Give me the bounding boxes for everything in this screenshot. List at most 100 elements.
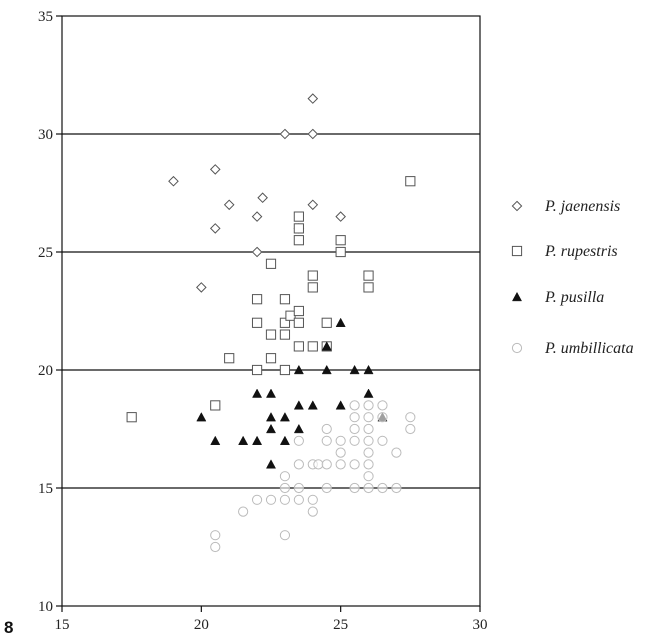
series-1: [168, 93, 346, 293]
data-point: [293, 305, 304, 317]
data-point: [252, 388, 263, 398]
data-point: [265, 329, 277, 340]
data-point: [377, 400, 388, 411]
data-point: [307, 270, 318, 281]
data-point: [279, 294, 291, 305]
data-point: [279, 435, 290, 445]
y-tick-label: 20: [38, 363, 53, 379]
data-point: [279, 494, 291, 505]
data-point: [279, 482, 291, 494]
legend-label: P. umbillicata: [544, 340, 634, 357]
data-point: [349, 423, 360, 435]
data-point: [321, 482, 332, 494]
data-point: [349, 482, 360, 494]
data-point: [210, 400, 221, 411]
grid-lines: [62, 133, 480, 489]
data-point: [265, 423, 277, 434]
series-2: [126, 176, 416, 423]
data-point: [377, 412, 388, 423]
data-point: [391, 482, 402, 494]
data-point: [293, 400, 304, 410]
data-point: [293, 223, 304, 234]
data-point: [257, 192, 268, 204]
legend-marker: [511, 245, 523, 257]
legend-marker: [511, 342, 523, 354]
legend-label: P. jaenensis: [544, 198, 620, 215]
data-point: [293, 459, 304, 470]
plot-frame: [61, 15, 481, 607]
data-point: [279, 128, 291, 140]
data-point: [251, 211, 263, 222]
panel-label: 8: [4, 618, 13, 637]
data-point: [321, 435, 332, 446]
data-point: [196, 412, 207, 422]
data-point: [349, 400, 360, 411]
data-point: [307, 93, 319, 104]
data-point: [363, 482, 374, 494]
legend-label: P. pusilla: [544, 289, 604, 306]
data-point: [363, 388, 374, 398]
data-point: [349, 364, 360, 375]
data-point: [307, 128, 319, 140]
data-point: [293, 211, 304, 222]
data-point: [168, 175, 179, 187]
data-point: [363, 447, 374, 458]
data-point: [321, 364, 332, 375]
data-point: [279, 329, 291, 340]
data-point: [307, 506, 318, 517]
data-point: [335, 211, 346, 222]
data-point: [363, 364, 374, 375]
data-point: [251, 364, 263, 376]
data-point: [265, 353, 277, 364]
data-point: [279, 364, 291, 376]
data-point: [363, 412, 374, 423]
data-point: [363, 400, 374, 411]
data-point: [293, 423, 304, 434]
x-tick-label: 30: [473, 617, 488, 633]
x-tick-label: 20: [194, 617, 209, 633]
y-tick-label: 25: [38, 245, 53, 261]
data-point: [251, 294, 263, 305]
data-point: [349, 459, 360, 470]
data-point: [363, 471, 374, 482]
data-point: [265, 388, 277, 398]
data-point: [293, 235, 304, 246]
data-point: [210, 530, 221, 541]
data-point: [335, 246, 346, 258]
data-point: [209, 164, 221, 175]
series-4: [210, 400, 416, 553]
data-point: [251, 317, 263, 328]
data-point: [405, 423, 416, 435]
data-point: [349, 435, 360, 446]
data-point: [224, 353, 235, 364]
data-point: [405, 176, 416, 187]
data-point: [335, 435, 346, 446]
data-point: [210, 541, 221, 553]
data-point: [391, 447, 402, 458]
data-point: [293, 435, 304, 446]
data-point: [335, 235, 346, 246]
data-point: [321, 423, 332, 435]
data-point: [307, 341, 318, 352]
data-point: [335, 447, 346, 458]
data-point: [335, 459, 346, 470]
data-point: [321, 317, 332, 328]
data-point: [349, 412, 360, 423]
data-point: [251, 494, 263, 505]
data-point: [265, 412, 277, 422]
y-tick-label: 15: [38, 481, 53, 497]
data-points: [126, 93, 416, 553]
data-point: [335, 317, 346, 327]
data-point: [307, 494, 318, 505]
data-point: [252, 435, 263, 445]
legend-marker: [511, 291, 523, 302]
legend: P. jaenensis P. rupestris P. pusilla P. umb…: [511, 198, 634, 357]
data-point: [238, 435, 249, 445]
legend-label: P. rupestris: [544, 243, 618, 260]
data-point: [293, 364, 304, 375]
data-point: [265, 258, 277, 269]
y-tick-label: 10: [38, 599, 53, 615]
x-tick-label: 25: [333, 617, 348, 633]
